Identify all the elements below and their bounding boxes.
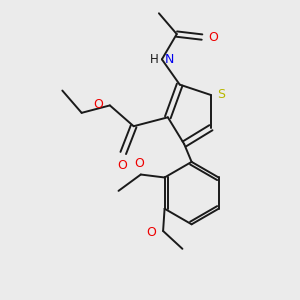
- Text: O: O: [134, 157, 144, 170]
- Text: O: O: [117, 159, 127, 172]
- Text: H: H: [150, 53, 158, 66]
- Text: O: O: [94, 98, 103, 111]
- Text: O: O: [147, 226, 157, 239]
- Text: S: S: [218, 88, 226, 101]
- Text: O: O: [208, 31, 218, 44]
- Text: N: N: [164, 53, 174, 66]
